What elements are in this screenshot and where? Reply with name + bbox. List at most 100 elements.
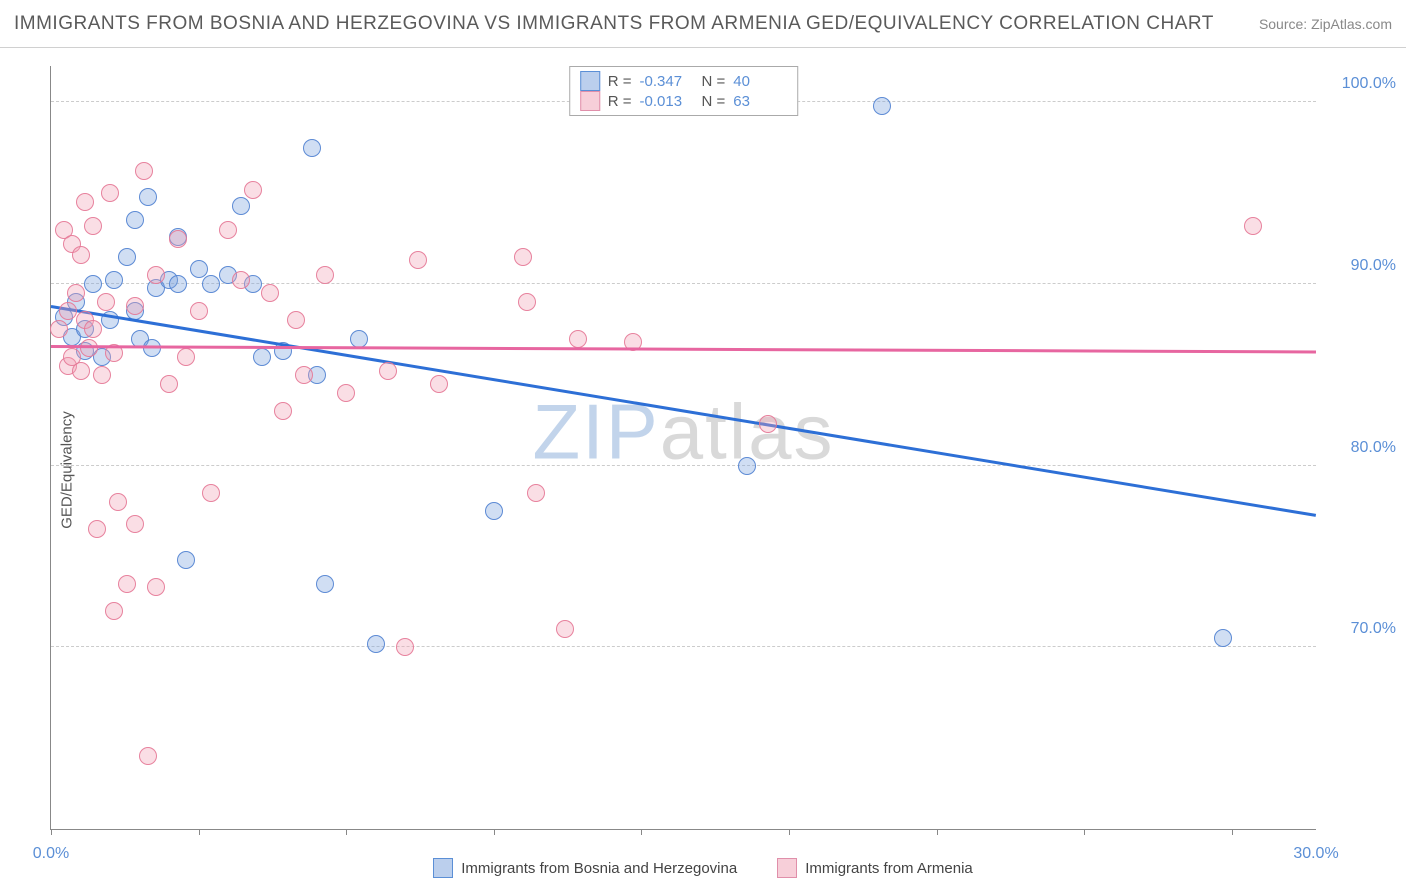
bottom-legend: Immigrants from Bosnia and Herzegovina Im… [0,858,1406,878]
data-point [97,293,115,311]
title-bar: IMMIGRANTS FROM BOSNIA AND HERZEGOVINA V… [0,0,1406,48]
data-point [569,330,587,348]
gridline [51,646,1316,647]
data-point [514,248,532,266]
y-tick-label: 90.0% [1326,257,1396,275]
chart-title: IMMIGRANTS FROM BOSNIA AND HERZEGOVINA V… [14,13,1214,35]
chart-area: GED/Equivalency ZIPatlas R =-0.347N =40R… [0,48,1406,892]
y-tick-label: 100.0% [1326,75,1396,93]
data-point [518,293,536,311]
n-label: N = [702,93,726,110]
data-point [1244,217,1262,235]
legend-item: Immigrants from Armenia [777,858,973,878]
data-point [135,162,153,180]
data-point [337,384,355,402]
n-value: 63 [733,93,787,110]
data-point [1214,629,1232,647]
r-value: -0.013 [640,93,694,110]
x-tick-mark [346,829,347,835]
data-point [316,266,334,284]
data-point [118,575,136,593]
data-point [147,578,165,596]
scatter-plot: ZIPatlas R =-0.347N =40R =-0.013N =63 70… [50,66,1316,830]
x-tick-mark [1084,829,1085,835]
data-point [202,484,220,502]
data-point [409,251,427,269]
legend-swatch [580,71,600,91]
gridline [51,465,1316,466]
data-point [873,97,891,115]
data-point [244,181,262,199]
legend-swatch [777,858,797,878]
data-point [316,575,334,593]
stat-row: R = -0.013 N = 63 [580,91,788,111]
data-point [93,366,111,384]
y-tick-label: 70.0% [1326,620,1396,638]
x-tick-mark [51,829,52,835]
data-point [253,348,271,366]
data-point [105,271,123,289]
data-point [295,366,313,384]
data-point [84,217,102,235]
r-label: R = [608,93,632,110]
legend-swatch [433,858,453,878]
legend-item: Immigrants from Bosnia and Herzegovina [433,858,737,878]
data-point [84,320,102,338]
data-point [190,302,208,320]
data-point [261,284,279,302]
legend-label: Immigrants from Armenia [805,860,973,877]
data-point [160,375,178,393]
y-tick-label: 80.0% [1326,439,1396,457]
data-point [738,457,756,475]
data-point [147,266,165,284]
data-point [274,402,292,420]
data-point [527,484,545,502]
data-point [126,297,144,315]
x-tick-mark [1232,829,1233,835]
x-tick-mark [641,829,642,835]
data-point [303,139,321,157]
x-tick-mark [494,829,495,835]
data-point [232,197,250,215]
correlation-stat-box: R =-0.347N =40R =-0.013N =63 [569,66,799,116]
data-point [169,230,187,248]
data-point [287,311,305,329]
data-point [76,193,94,211]
data-point [396,638,414,656]
r-label: R = [608,73,632,90]
data-point [202,275,220,293]
data-point [84,275,102,293]
data-point [72,246,90,264]
trend-line [51,345,1316,353]
data-point [219,221,237,239]
x-tick-mark [199,829,200,835]
data-point [101,184,119,202]
data-point [126,515,144,533]
trend-line [51,305,1316,516]
data-point [367,635,385,653]
data-point [67,284,85,302]
data-point [169,275,187,293]
data-point [105,602,123,620]
data-point [139,188,157,206]
source-label: Source: ZipAtlas.com [1259,16,1392,32]
data-point [177,551,195,569]
data-point [139,747,157,765]
watermark-prefix: ZIP [532,388,659,476]
data-point [556,620,574,638]
data-point [126,211,144,229]
data-point [177,348,195,366]
data-point [72,362,90,380]
data-point [59,302,77,320]
n-value: 40 [733,73,787,90]
data-point [759,415,777,433]
data-point [88,520,106,538]
legend-swatch [580,91,600,111]
n-label: N = [702,73,726,90]
data-point [379,362,397,380]
data-point [50,320,68,338]
data-point [350,330,368,348]
x-tick-mark [789,829,790,835]
data-point [109,493,127,511]
data-point [430,375,448,393]
